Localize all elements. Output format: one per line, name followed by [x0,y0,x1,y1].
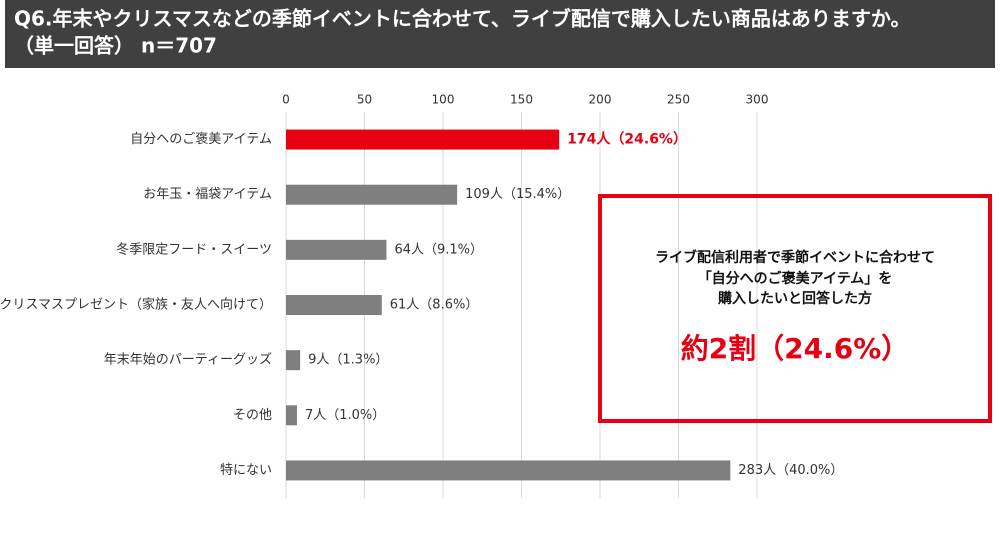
callout-box [598,194,992,423]
callout-highlight: 約2割（24.6%） [681,332,910,365]
bar [286,350,301,371]
bar [286,460,731,481]
x-tick-label: 250 [667,93,690,107]
value-label: 61人（8.6%） [390,298,479,313]
bar [286,184,458,205]
x-tick-label: 150 [510,93,533,107]
value-label: 283人（40.0%） [738,463,843,478]
value-label: 174人（24.6%） [567,131,687,148]
y-tick-label: 年末年始のパーティーグッズ [104,352,272,368]
callout-text: 「自分へのご褒美アイテム」を [698,270,893,287]
y-tick-label: 冬季限定フード・スイーツ [116,241,272,257]
bar [286,239,387,260]
bar [286,295,382,315]
x-tick-label: 300 [746,93,769,107]
y-tick-label: 特にない [220,463,272,478]
x-tick-label: 50 [357,93,372,107]
y-tick-label: その他 [233,408,272,423]
chart-subtitle: （単一回答） n＝707 [14,34,217,58]
callout-text: 購入したいと回答した方 [717,290,872,307]
callout-text: ライブ配信利用者で季節イベントに合わせて [655,249,935,266]
bar [286,129,560,150]
value-label: 7人（1.0%） [305,408,385,423]
x-tick-label: 200 [589,93,612,107]
chart-title: Q6.年末やクリスマスなどの季節イベントに合わせて、ライブ配信で購入したい商品は… [14,7,911,31]
value-label: 109人（15.4%） [465,187,570,202]
bar [286,405,297,426]
value-label: 64人（9.1%） [394,242,483,257]
x-tick-label: 0 [282,93,290,107]
y-tick-label: 自分へのご褒美アイテム [130,131,272,147]
y-tick-label: クリスマスプレゼント（家族・友人へ向けて） [0,297,272,313]
header-band [5,0,995,68]
value-label: 9人（1.3%） [308,353,388,368]
y-tick-label: お年玉・福袋アイテム [143,187,272,202]
plot: 0 50 100 150 200 250 300 自分へのご褒美アイテム 174人（24.6%）… [0,93,843,498]
x-tick-label: 100 [432,93,455,107]
